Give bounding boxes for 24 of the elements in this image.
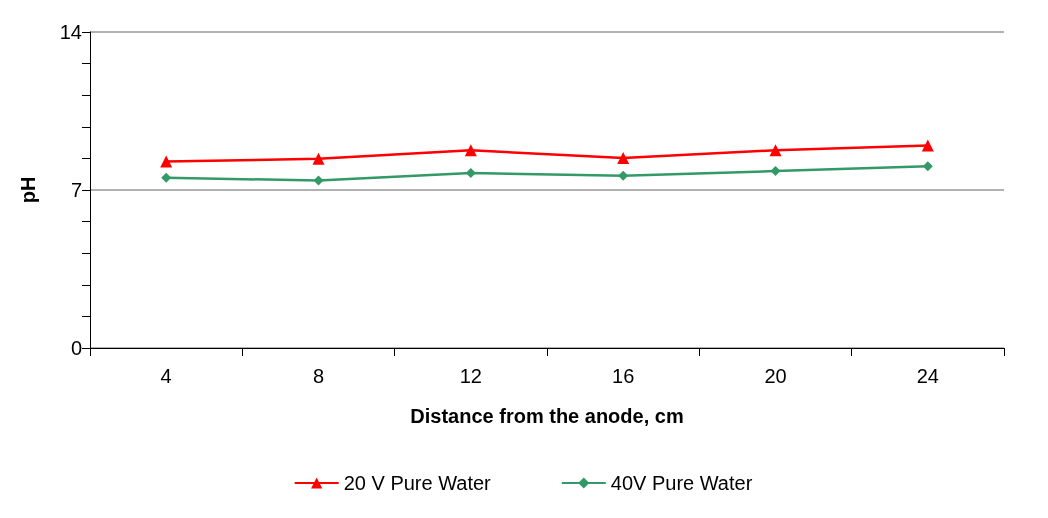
point — [921, 139, 934, 152]
x-axis-title: Distance from the anode, cm — [410, 405, 684, 427]
point — [617, 151, 630, 164]
x-tick-label: 8 — [312, 365, 325, 387]
point — [312, 152, 325, 165]
point — [464, 144, 477, 157]
y-tick-label: 14 — [59, 21, 82, 43]
point — [160, 155, 173, 168]
x-tick-label: 12 — [459, 365, 482, 387]
x-tick-label: 20 — [764, 365, 787, 387]
point — [770, 166, 781, 177]
point — [313, 175, 324, 186]
y-axis-title: pH — [17, 176, 39, 204]
point — [922, 161, 933, 172]
x-tick-label: 4 — [160, 365, 172, 387]
point — [618, 170, 629, 181]
point — [161, 172, 172, 183]
y-tick-label: 7 — [70, 179, 82, 201]
legend-label: 40V Pure Water — [610, 472, 753, 494]
x-tick-label: 16 — [612, 365, 635, 387]
point — [769, 144, 782, 157]
x-tick-label: 24 — [916, 365, 939, 387]
y-tick-label: 0 — [70, 337, 82, 359]
legend-label: 20 V Pure Water — [343, 472, 492, 494]
